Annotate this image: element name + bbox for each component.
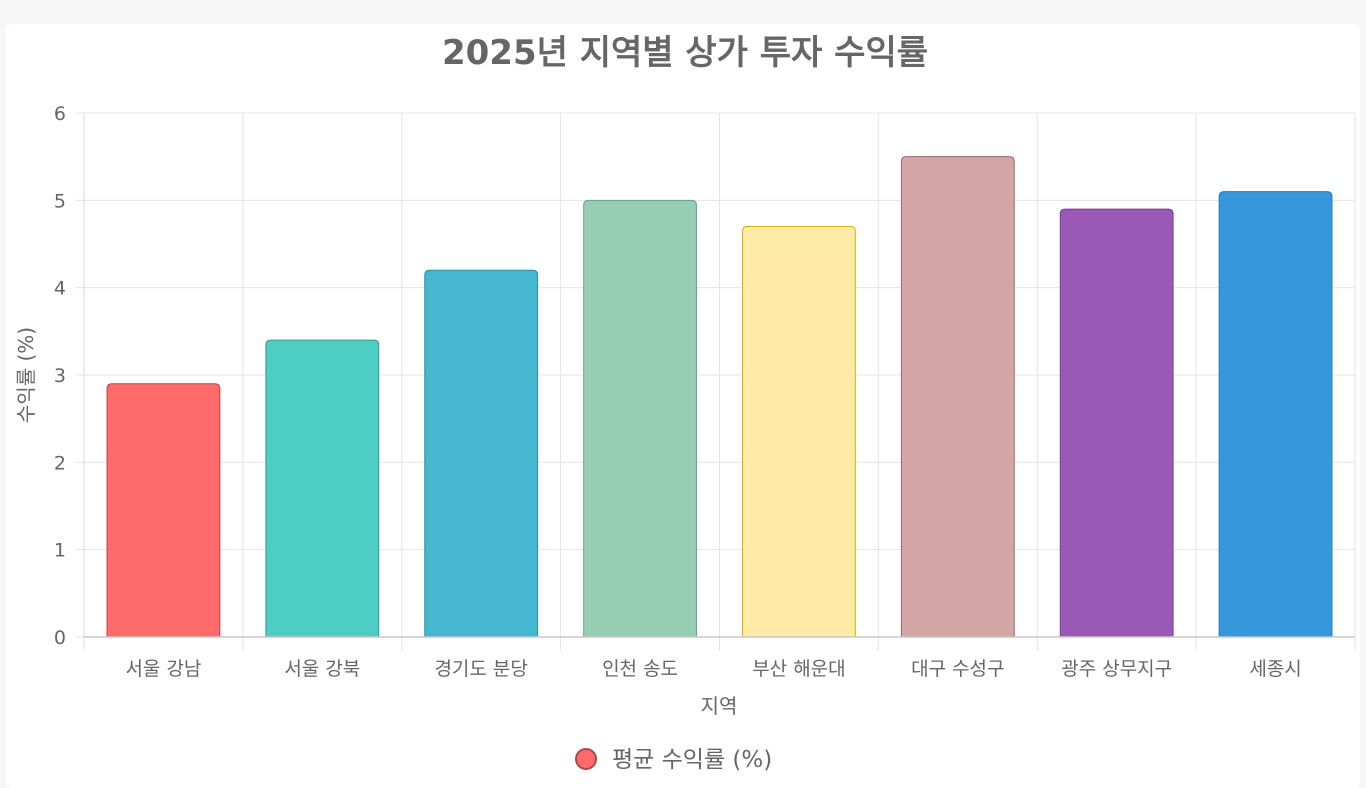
legend[interactable]: 평균 수익률 (%) [575,747,772,773]
axes: 0 1 2 3 4 5 6 서울 강남 서울 강북 경기도 분당 인천 송도 부산 해운대 대구 수성구… [54,103,1355,680]
x-tick-label: 광주 상무지구 [1061,658,1172,680]
bar-2[interactable] [265,339,380,638]
x-tick-label: 서울 강북 [284,658,360,680]
bar-3[interactable] [424,269,539,638]
bar-7[interactable] [1059,208,1174,638]
x-tick-label: 서울 강남 [125,658,201,680]
y-tick-label: 3 [54,365,66,387]
bar-6[interactable] [900,156,1015,638]
x-axis-title: 지역 [701,694,738,718]
x-tick-label: 인천 송도 [602,658,678,680]
x-tick-label: 대구 수성구 [911,658,1004,680]
y-tick-label: 6 [54,103,66,125]
chart-title: 2025년 지역별 상가 투자 수익률 [442,33,928,73]
bar-5[interactable] [742,226,856,638]
bars [106,156,1333,638]
bar-4[interactable] [583,199,697,638]
y-axis-title: 수익률 (%) [14,327,38,423]
bar-1[interactable] [106,383,221,638]
y-tick-label: 5 [54,190,66,212]
y-tick-label: 1 [54,540,66,562]
x-tick-label: 경기도 분당 [434,658,527,680]
y-tick-label: 0 [54,627,66,649]
y-tick-label: 2 [54,452,66,474]
y-tick-label: 4 [54,278,66,300]
bar-8[interactable] [1218,191,1333,638]
x-tick-label: 부산 해운대 [752,658,845,680]
legend-marker [575,748,597,770]
x-tick-label: 세종시 [1249,658,1301,680]
legend-label: 평균 수익률 (%) [612,747,772,773]
